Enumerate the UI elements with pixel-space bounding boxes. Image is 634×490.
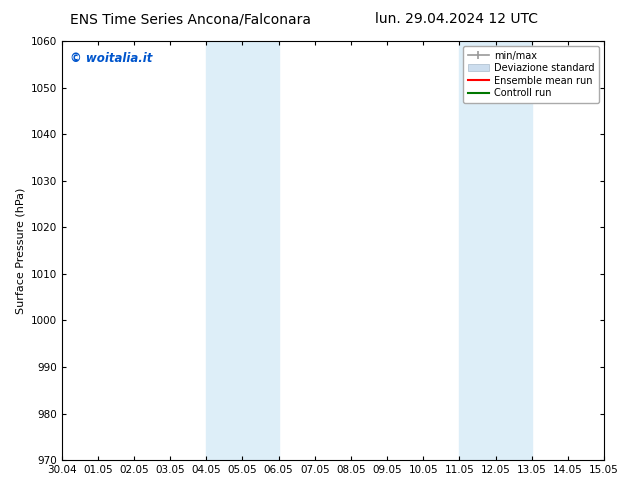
Text: ENS Time Series Ancona/Falconara: ENS Time Series Ancona/Falconara <box>70 12 311 26</box>
Text: © woitalia.it: © woitalia.it <box>70 51 152 65</box>
Legend: min/max, Deviazione standard, Ensemble mean run, Controll run: min/max, Deviazione standard, Ensemble m… <box>463 46 599 103</box>
Y-axis label: Surface Pressure (hPa): Surface Pressure (hPa) <box>15 187 25 314</box>
Bar <box>206 41 279 460</box>
Bar <box>460 41 532 460</box>
Text: lun. 29.04.2024 12 UTC: lun. 29.04.2024 12 UTC <box>375 12 538 26</box>
